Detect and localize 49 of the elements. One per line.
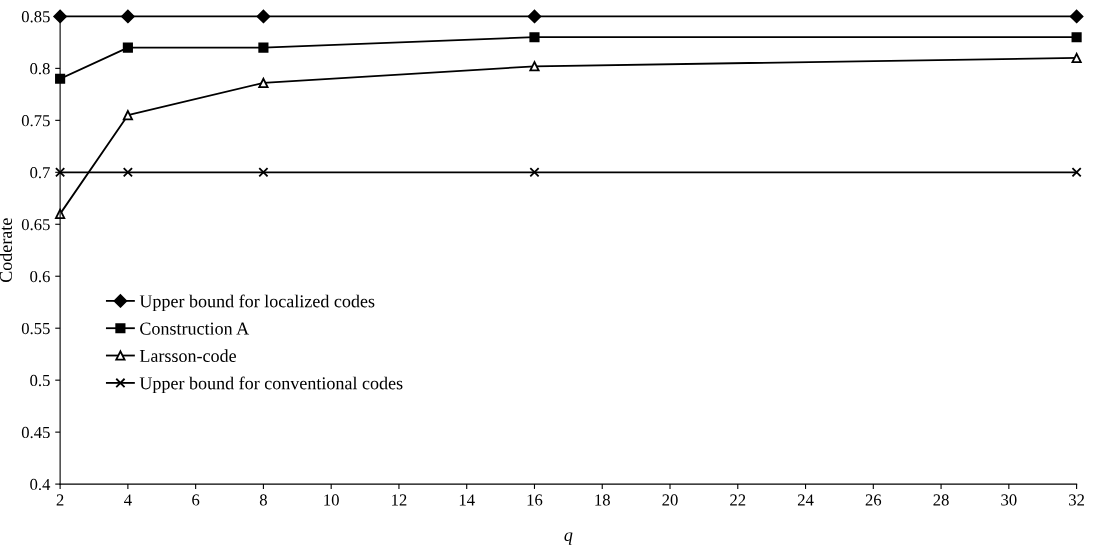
legend-label: Upper bound for localized codes [139,294,375,312]
point [1071,32,1082,43]
point [1071,167,1082,178]
point [1069,9,1084,24]
x-tick-label: 16 [527,494,543,506]
x-tick-label: 10 [324,494,339,506]
point [258,42,269,53]
y-tick-label: 0.4 [30,478,51,491]
y-tick-label: 0.8 [30,63,50,75]
y-tick-label: 0.75 [21,115,50,127]
x-tick-label: 14 [459,494,475,506]
point [256,9,271,24]
x-tick-label: 26 [865,494,882,506]
y-tick-label: 0.5 [30,374,50,387]
y-tick-label: 0.6 [30,270,50,283]
y-tick-label: 0.55 [21,322,50,335]
point [529,167,540,178]
x-tick-label: 22 [730,494,746,506]
x-axis-title: q [564,532,573,545]
x-tick-label: 30 [1001,494,1017,506]
point [121,9,135,24]
y-tick-label: 0.45 [21,426,50,439]
x-tick-label: 32 [1069,494,1085,506]
x-tick-label: 8 [259,494,267,506]
point [258,167,269,178]
point [55,167,66,178]
x-tick-label: 4 [124,494,132,506]
x-tick-label: 2 [56,494,64,506]
point [529,32,540,43]
y-axis-title: Coderate [0,218,12,283]
legend-label: Larsson-code [139,349,236,363]
x-tick-label: 20 [662,494,678,506]
point [122,42,133,53]
y-tick-label: 0.85 [21,11,50,23]
point [122,167,133,178]
y-tick-label: 0.65 [21,218,50,231]
point [1071,52,1082,64]
point [122,110,133,121]
x-tick-label: 18 [595,494,610,506]
point [258,77,269,88]
y-tick-label: 0.7 [30,167,50,179]
x-tick-label: 24 [797,494,814,506]
legend-label: Upper bound for conventional codes [139,376,403,394]
x-tick-label: 12 [392,494,407,506]
legend-label: Construction A [140,322,250,335]
x-tick-label: 6 [192,494,200,506]
point [529,61,540,72]
x-tick-label: 28 [933,494,949,506]
point [527,9,542,24]
